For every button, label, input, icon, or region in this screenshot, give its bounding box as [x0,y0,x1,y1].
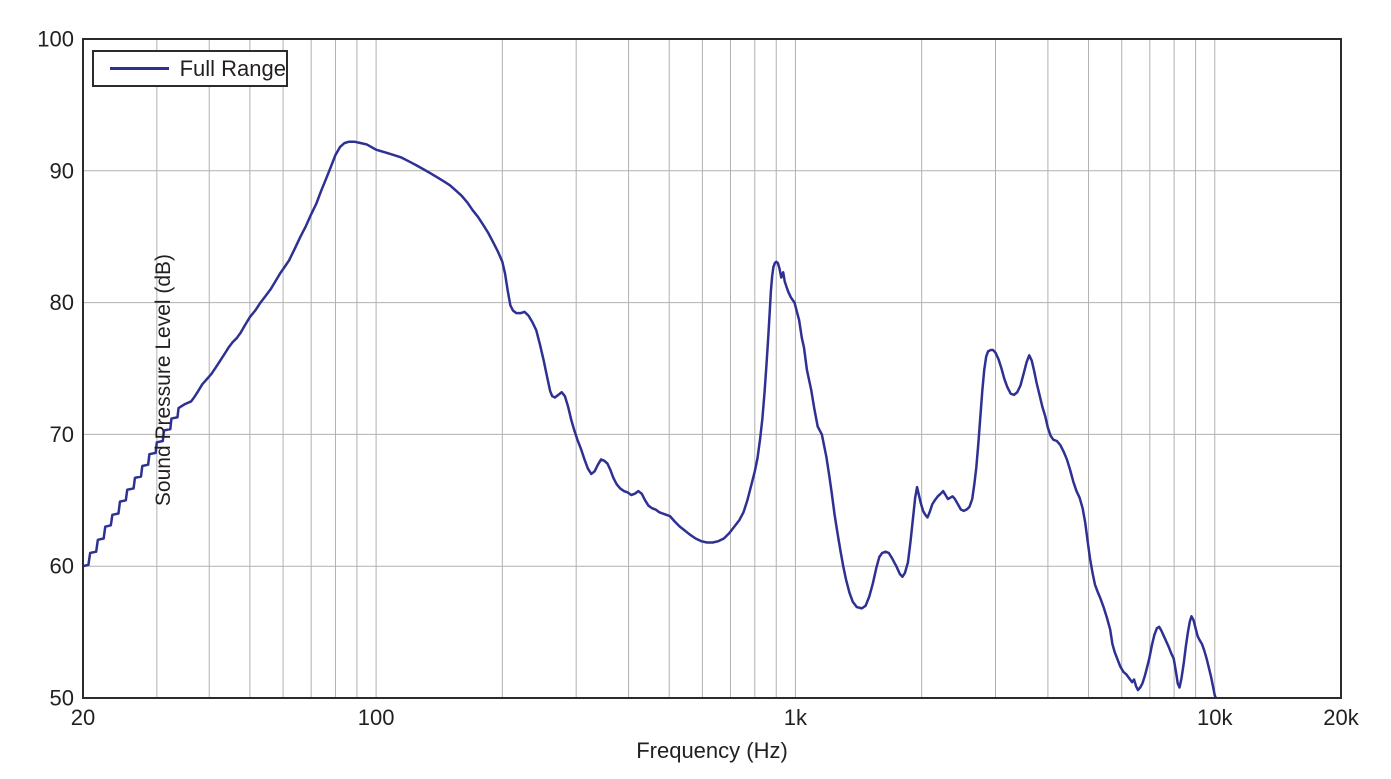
x-tick-labels: 20 100 1k 10k 20k [71,705,1360,730]
x-tick-label: 1k [784,705,808,730]
y-tick-label: 70 [50,422,74,447]
plot-frame [82,38,1342,699]
legend-line-sample-icon [110,67,169,70]
x-tick-label: 20k [1323,705,1359,730]
y-tick-label: 80 [50,290,74,315]
y-gridlines [83,170,1341,567]
y-tick-labels: 50 60 70 80 90 100 [37,27,74,711]
legend-label: Full Range [179,55,286,81]
x-tick-label: 100 [358,705,395,730]
y-tick-label: 60 [50,554,74,579]
x-tick-label: 20 [71,705,95,730]
legend: Full Range [92,50,288,87]
x-axis-title: Frequency (Hz) [636,738,788,763]
y-tick-label: 50 [50,686,74,711]
x-gridlines [156,39,1216,698]
y-tick-label: 90 [50,158,74,183]
full-range-curve [82,140,1218,699]
y-tick-label: 100 [37,27,74,52]
y-axis-title-text: Sound Pressure Level (dB) [152,253,175,507]
x-tick-label: 10k [1197,705,1233,730]
